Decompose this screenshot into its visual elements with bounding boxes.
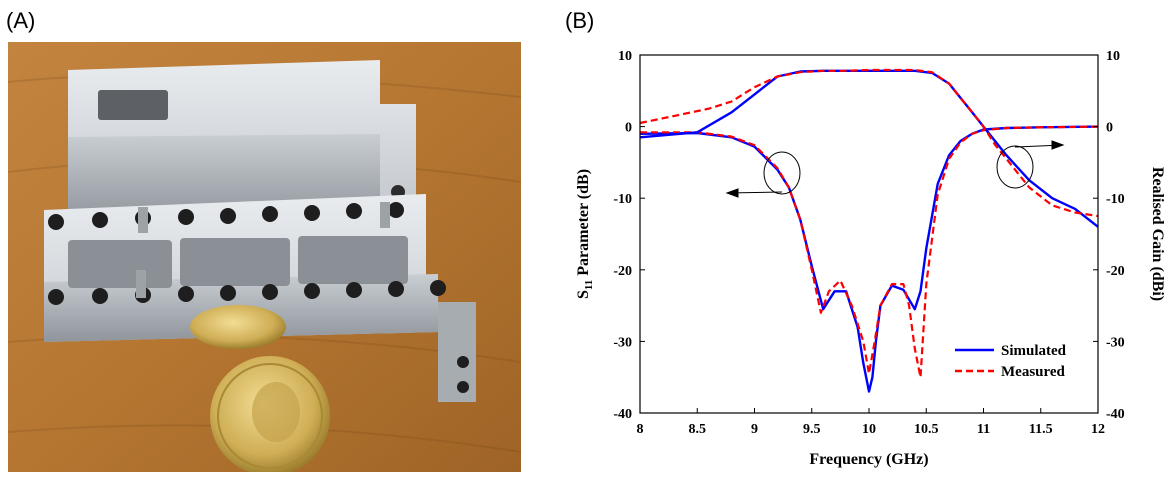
x-tick-label: 8: [637, 422, 644, 437]
y-right-tick-label: -20: [1106, 264, 1125, 279]
legend-measured-label: Measured: [1001, 364, 1066, 380]
panel-b-label: (B): [565, 8, 595, 33]
x-axis-label: Frequency (GHz): [809, 451, 928, 468]
annotation-gain-axis: [996, 140, 1065, 189]
y-right-tick-label: 10: [1106, 49, 1120, 64]
y-left-tick-label: -40: [613, 407, 632, 422]
legend-simulated-label: Simulated: [1001, 343, 1067, 359]
x-tick-label: 10.5: [914, 422, 939, 437]
series-line-measured-gain: [639, 68, 1099, 218]
y-right-tick-label: -40: [1106, 407, 1125, 422]
y-axis-left-label: S11 Parameter (dB): [575, 169, 595, 299]
y-left-tick-label: 0: [625, 121, 632, 136]
x-tick-label: 11: [977, 422, 990, 437]
x-tick-label: 8.5: [689, 422, 707, 437]
y-right-tick-label: -30: [1106, 335, 1125, 350]
y-left-tick-label: -30: [613, 335, 632, 350]
x-tick-label: 9: [751, 422, 758, 437]
x-tick-label: 9.5: [803, 422, 821, 437]
y-left-tick-label: 10: [618, 49, 632, 64]
series-line-simulated-gain: [639, 69, 1099, 228]
annotation-s11-axis: [725, 151, 801, 198]
legend: Simulated Measured: [955, 343, 1067, 380]
series-line-measured-s11: [640, 125, 1099, 379]
x-tick-label: 11.5: [1029, 422, 1053, 437]
filter-lower-half: [44, 194, 476, 402]
x-tick-label: 12: [1091, 422, 1105, 437]
y-right-tick-label: -10: [1106, 192, 1125, 207]
coin-behind: [190, 305, 286, 349]
y-axis-right-label: Realised Gain (dBi): [1149, 167, 1166, 301]
panel-a-label: (A): [6, 8, 36, 33]
s11-gain-chart: 8 8.5 9 9.5 10 10.5 11 11.5 12 10 0 -10 -20 -30 -40 1…: [560, 36, 1168, 472]
y-left-tick-label: -20: [613, 264, 632, 279]
y-left-tick-label: -10: [613, 192, 632, 207]
photo-waveguide-filter: [8, 42, 521, 472]
x-tick-label: 10: [862, 422, 876, 437]
y-right-tick-label: 0: [1106, 121, 1113, 136]
